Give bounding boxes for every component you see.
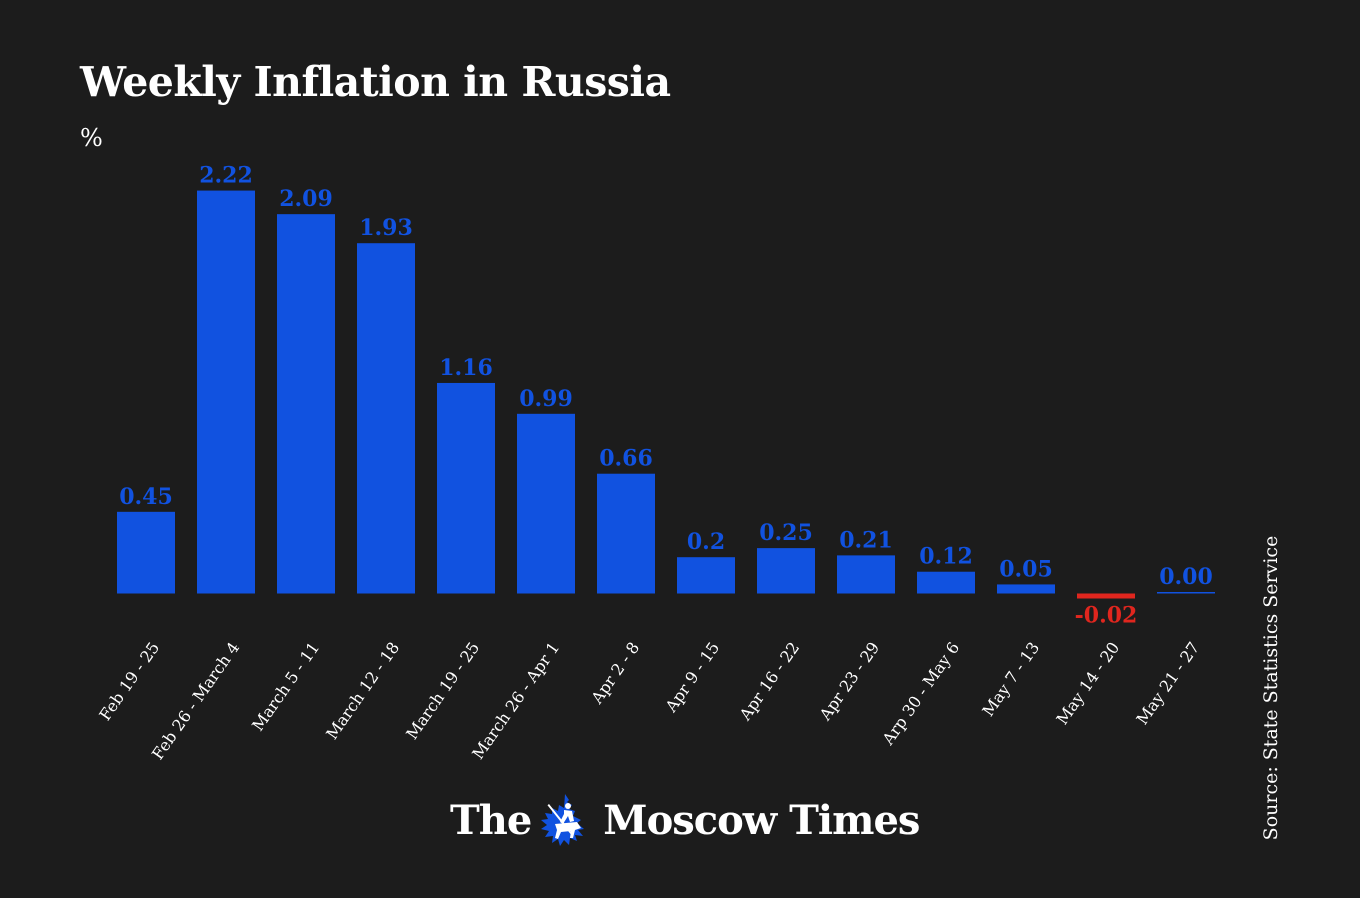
- bar-13: [1157, 592, 1215, 594]
- bar-5: [517, 413, 575, 594]
- logo-text-the: The: [450, 796, 532, 844]
- x-tick-label-6: Apr 2 - 8: [587, 638, 644, 707]
- x-tick-label-7: Apr 9 - 15: [661, 638, 723, 716]
- x-tick-label-9: Apr 23 - 29: [815, 638, 883, 724]
- bars-group: [117, 190, 1215, 599]
- x-tick-label-8: Apr 16 - 22: [735, 638, 803, 724]
- bar-0: [117, 511, 175, 594]
- bar-8: [757, 548, 815, 594]
- x-tick-label-5: March 26 - Apr 1: [468, 638, 563, 762]
- value-label-2: 2.09: [279, 186, 333, 212]
- x-tick-label-2: March 5 - 11: [248, 638, 323, 734]
- bar-11: [997, 584, 1055, 594]
- x-tick-label-4: March 19 - 25: [402, 638, 483, 742]
- value-label-9: 0.21: [839, 527, 893, 553]
- value-label-10: 0.12: [919, 544, 973, 570]
- value-label-4: 1.16: [439, 355, 493, 381]
- bar-6: [597, 473, 655, 594]
- x-tick-label-12: May 14 - 20: [1052, 638, 1123, 728]
- value-label-0: 0.45: [119, 484, 173, 510]
- value-label-13: 0.00: [1159, 564, 1213, 590]
- st-george-emblem-icon: [535, 790, 597, 850]
- value-label-12: -0.02: [1075, 603, 1138, 629]
- bar-12: [1077, 593, 1135, 599]
- chart-title: Weekly Inflation in Russia: [80, 58, 671, 106]
- bar-1: [197, 190, 255, 594]
- value-label-1: 2.22: [199, 163, 253, 189]
- x-tick-label-10: Arp 30 - May 6: [878, 638, 963, 749]
- source-note: Source: State Statistics Service: [1260, 535, 1282, 841]
- x-tick-label-11: May 7 - 13: [978, 638, 1043, 719]
- value-label-5: 0.99: [519, 386, 573, 412]
- bar-10: [917, 571, 975, 594]
- value-label-8: 0.25: [759, 520, 813, 546]
- bar-4: [437, 382, 495, 594]
- x-tick-label-3: March 12 - 18: [322, 638, 403, 742]
- bar-9: [837, 555, 895, 594]
- bar-2: [277, 214, 335, 594]
- x-tick-label-0: Feb 19 - 25: [95, 638, 163, 724]
- bar-7: [677, 557, 735, 594]
- value-label-11: 0.05: [999, 556, 1053, 582]
- value-label-7: 0.2: [687, 529, 725, 555]
- unit-label: %: [80, 124, 103, 152]
- moscow-times-logo: The Moscow Times: [450, 790, 920, 850]
- x-tick-label-13: May 21 - 27: [1132, 638, 1203, 728]
- bar-3: [357, 243, 415, 594]
- logo-text-moscow-times: Moscow Times: [603, 796, 920, 844]
- x-tick-label-1: Feb 26 - March 4: [148, 638, 243, 763]
- value-label-3: 1.93: [359, 215, 413, 241]
- value-label-6: 0.66: [599, 446, 653, 472]
- value-labels-group: 0.45 2.22 2.09 1.93 1.16 0.99 0.66 0.2 0.25 0.21 0…: [119, 163, 1213, 629]
